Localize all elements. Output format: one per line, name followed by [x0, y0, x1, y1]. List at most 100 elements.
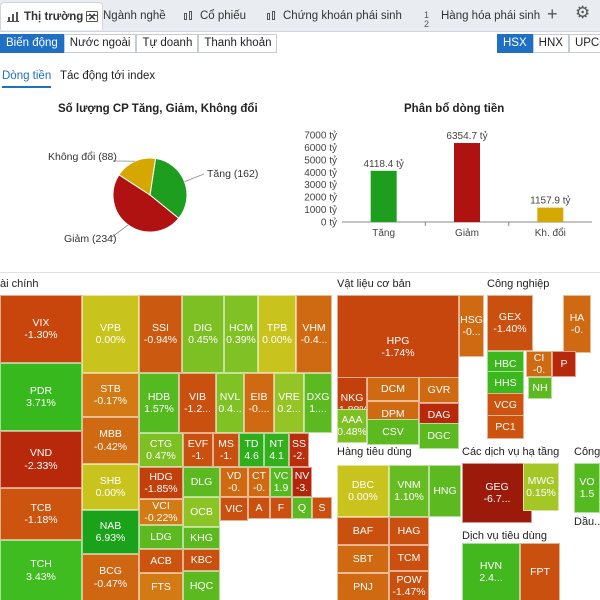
treemap-tile-vd[interactable]: VD -0.	[220, 467, 248, 497]
close-icon[interactable]: ×	[88, 9, 96, 24]
treemap-tile-stb[interactable]: STB -0.17%	[82, 373, 139, 417]
treemap-tile-aaa[interactable]: AAA 0.48%	[337, 409, 367, 443]
treemap-tile-ct[interactable]: CT -0.	[248, 467, 270, 497]
treemap-tile-ms[interactable]: MS -1.	[213, 433, 239, 467]
btn-thanh-khoan[interactable]: Thanh khoản	[198, 34, 278, 53]
treemap-tile-pow[interactable]: POW -1.47%	[389, 571, 429, 600]
treemap-tile-vnm[interactable]: VNM 1.10%	[389, 465, 429, 517]
add-tab-button[interactable]: +	[547, 4, 558, 24]
treemap-tile-td[interactable]: TD 4.6	[239, 433, 264, 467]
btn-bien-dong[interactable]: Biến động	[0, 34, 64, 53]
treemap-tile-hng[interactable]: HNG	[429, 465, 461, 517]
btn-hnx[interactable]: HNX	[532, 34, 569, 53]
treemap-tile-ctg[interactable]: CTG 0.47%	[139, 433, 183, 467]
treemap-tile-dlg[interactable]: DLG	[183, 467, 220, 497]
treemap-tile-tpb[interactable]: TPB 0.00%	[258, 295, 296, 373]
treemap-tile-khg[interactable]: KHG	[183, 527, 220, 549]
treemap-tile-geg[interactable]: GEG -6.7...	[462, 463, 532, 523]
treemap-tile-vix[interactable]: VIX -1.30%	[0, 295, 82, 363]
treemap-tile-nab[interactable]: NAB 6.93%	[82, 510, 139, 554]
treemap-tile-gex[interactable]: GEX -1.40%	[487, 295, 533, 351]
treemap-tile-p[interactable]: P	[552, 351, 576, 377]
tab-tac-dong-toi-index[interactable]: Tác động tới index	[60, 70, 156, 82]
treemap-tile-hsg[interactable]: HSG -0...	[459, 295, 484, 357]
treemap-tile-hcm[interactable]: HCM 0.39%	[224, 295, 258, 373]
treemap-tile-f[interactable]: F	[270, 497, 292, 519]
treemap-tile-tcb[interactable]: TCB -1.18%	[0, 488, 82, 540]
treemap-tile-a[interactable]: A	[248, 497, 270, 519]
treemap-tile-fts[interactable]: FTS	[139, 573, 183, 600]
tile-change: -0.17%	[93, 395, 128, 407]
candlestick-icon	[183, 10, 195, 22]
bar-2[interactable]	[537, 207, 564, 222]
treemap-tile-vo[interactable]: VO 1.5	[574, 463, 600, 513]
treemap-tile-dcm[interactable]: DCM	[367, 377, 419, 401]
treemap-tile-dbc[interactable]: DBC 0.00%	[337, 465, 389, 517]
treemap-tile-vc[interactable]: VC 1.9	[270, 467, 292, 497]
treemap-tile-vre[interactable]: VRE 0.2...	[274, 373, 304, 433]
treemap-tile-ocb[interactable]: OCB	[183, 497, 220, 527]
treemap-tile-csv[interactable]: CSV	[367, 419, 419, 445]
treemap-tile-ha[interactable]: HA -0.	[563, 295, 591, 353]
tab-thi-truong[interactable]: Thị trường ×	[0, 2, 103, 30]
gear-icon[interactable]: ⚙	[575, 3, 591, 22]
treemap-tile-bcg[interactable]: BCG -0.47%	[82, 554, 139, 600]
treemap-tile-nv[interactable]: NV -3.	[292, 467, 312, 497]
treemap-tile-fpt[interactable]: FPT	[520, 543, 560, 600]
tab-nganh-nghe[interactable]: Ngành nghề	[86, 2, 166, 30]
treemap-tile-ci[interactable]: CI -0.	[526, 351, 552, 377]
treemap-tile-kbc[interactable]: KBC	[183, 549, 220, 571]
treemap-tile-hag[interactable]: HAG	[389, 517, 429, 545]
treemap-tile-dxg[interactable]: DXG 1....	[304, 373, 332, 433]
pie-slice-khong-doi[interactable]	[118, 157, 157, 196]
treemap-tile-nt[interactable]: NT 4.1	[264, 433, 289, 467]
treemap-tile-dgc[interactable]: DGC	[419, 423, 459, 449]
treemap-tile-pc1[interactable]: PC1	[487, 415, 524, 439]
treemap-tile-vcg[interactable]: VCG	[487, 393, 524, 417]
tab-chung-khoan-phai-sinh[interactable]: Chứng khoán phái sinh	[266, 2, 402, 30]
bar-0[interactable]	[370, 170, 397, 222]
treemap-tile-hvn[interactable]: HVN 2.4...	[462, 543, 520, 600]
treemap-tile-hhs[interactable]: HHS	[487, 371, 524, 395]
treemap-tile-eib[interactable]: EIB -0....	[244, 373, 274, 433]
treemap-tile-dig[interactable]: DIG 0.45%	[182, 295, 224, 373]
btn-hsx[interactable]: HSX	[497, 34, 533, 53]
treemap-tile-pdr[interactable]: PDR 3.71%	[0, 363, 82, 431]
treemap-tile-acb[interactable]: ACB	[139, 549, 183, 573]
btn-tu-doanh[interactable]: Tự doanh	[136, 34, 199, 53]
treemap-tile-tch[interactable]: TCH 3.43%	[0, 540, 82, 600]
bar-1[interactable]	[454, 143, 480, 222]
treemap-tile-sbt[interactable]: SBT	[337, 545, 389, 573]
treemap-tile-vib[interactable]: VIB -1.2...	[179, 373, 216, 433]
treemap-tile-ssi[interactable]: SSI -0.94%	[139, 295, 182, 373]
treemap-tile-nh[interactable]: NH	[528, 377, 552, 399]
treemap-tile-pnj[interactable]: PNJ	[337, 573, 389, 600]
treemap-tile-ldg[interactable]: LDG	[139, 525, 183, 549]
tab-dong-tien[interactable]: Dòng tiền	[2, 70, 52, 88]
treemap-tile-s[interactable]: S	[312, 497, 332, 519]
pie-slice-giam[interactable]	[112, 174, 180, 233]
treemap-tile-tcm[interactable]: TCM	[389, 545, 429, 571]
treemap-tile-baf[interactable]: BAF	[337, 517, 389, 545]
treemap-tile-gvr[interactable]: GVR	[419, 377, 459, 403]
treemap-tile-nvl[interactable]: NVL 0.4...	[216, 373, 244, 433]
treemap-tile-shb[interactable]: SHB 0.00%	[82, 464, 139, 510]
treemap-tile-ss[interactable]: SS -2.	[289, 433, 309, 467]
treemap-tile-vnd[interactable]: VND -2.33%	[0, 431, 82, 488]
treemap-tile-mwg[interactable]: MWG 0.15%	[523, 463, 559, 511]
treemap-tile-q[interactable]: Q	[292, 497, 312, 519]
tab-co-phieu[interactable]: Cổ phiếu	[183, 2, 246, 30]
treemap-tile-hdb[interactable]: HDB 1.57%	[139, 373, 179, 433]
treemap-tile-vic[interactable]: VIC	[220, 497, 248, 521]
treemap-tile-mbb[interactable]: MBB -0.42%	[82, 417, 139, 464]
treemap-tile-vpb[interactable]: VPB 0.00%	[82, 295, 139, 373]
treemap-tile-hqc[interactable]: HQC	[183, 571, 220, 600]
tile-ticker: FTS	[151, 580, 171, 593]
treemap-tile-hdg[interactable]: HDG -1.85%	[139, 467, 183, 499]
treemap-tile-vci[interactable]: VCI -0.22%	[139, 499, 183, 525]
btn-nuoc-ngoai[interactable]: Nước ngoài	[63, 34, 137, 53]
treemap-tile-evf[interactable]: EVF -1.	[183, 433, 213, 467]
treemap-tile-vhm[interactable]: VHM -0.4...	[296, 295, 332, 373]
btn-upcom[interactable]: UPCOM	[568, 34, 600, 53]
